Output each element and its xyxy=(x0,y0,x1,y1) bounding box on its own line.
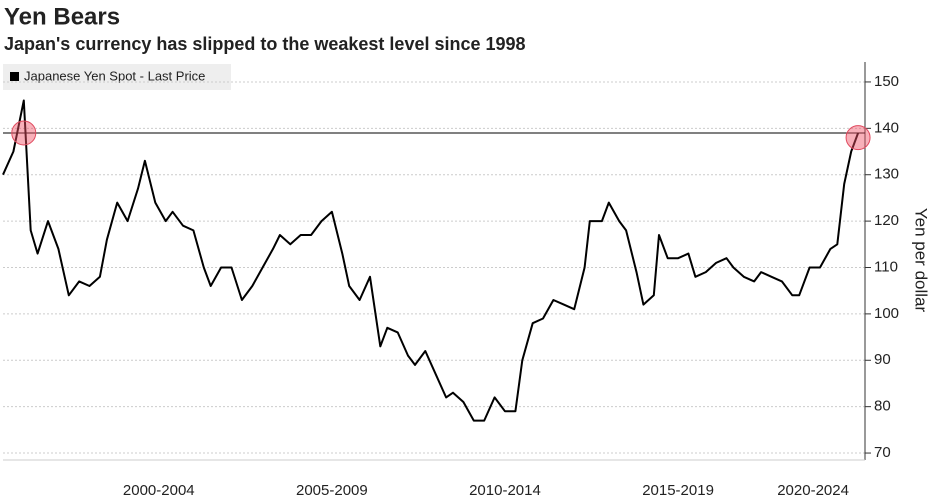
x-tick-label: 2005-2009 xyxy=(296,482,368,499)
y-tick-label: 90 xyxy=(874,351,891,368)
x-tick-label: 2015-2019 xyxy=(642,482,714,499)
chart-title: Yen Bears xyxy=(4,3,120,30)
y-tick-label: 130 xyxy=(874,166,899,183)
legend-swatch xyxy=(10,72,19,81)
price-line xyxy=(2,99,860,422)
y-axis-label: Yen per dollar xyxy=(912,208,931,313)
y-tick-label: 140 xyxy=(874,119,899,136)
y-tick-label: 80 xyxy=(874,398,891,415)
legend-label: Japanese Yen Spot - Last Price xyxy=(24,68,205,83)
legend-box xyxy=(3,64,231,90)
y-tick-label: 120 xyxy=(874,212,899,229)
y-tick-label: 70 xyxy=(874,444,891,461)
highlight-circle xyxy=(11,120,37,146)
y-tick-label: 150 xyxy=(874,73,899,90)
y-tick-label: 110 xyxy=(874,258,898,275)
highlight-circle xyxy=(845,125,871,151)
x-tick-label: 2010-2014 xyxy=(469,482,541,499)
x-tick-label: 2000-2004 xyxy=(123,482,195,499)
chart-subtitle: Japan's currency has slipped to the weak… xyxy=(4,34,526,54)
y-tick-label: 100 xyxy=(874,305,899,322)
x-tick-label: 2020-2024 xyxy=(777,482,849,499)
